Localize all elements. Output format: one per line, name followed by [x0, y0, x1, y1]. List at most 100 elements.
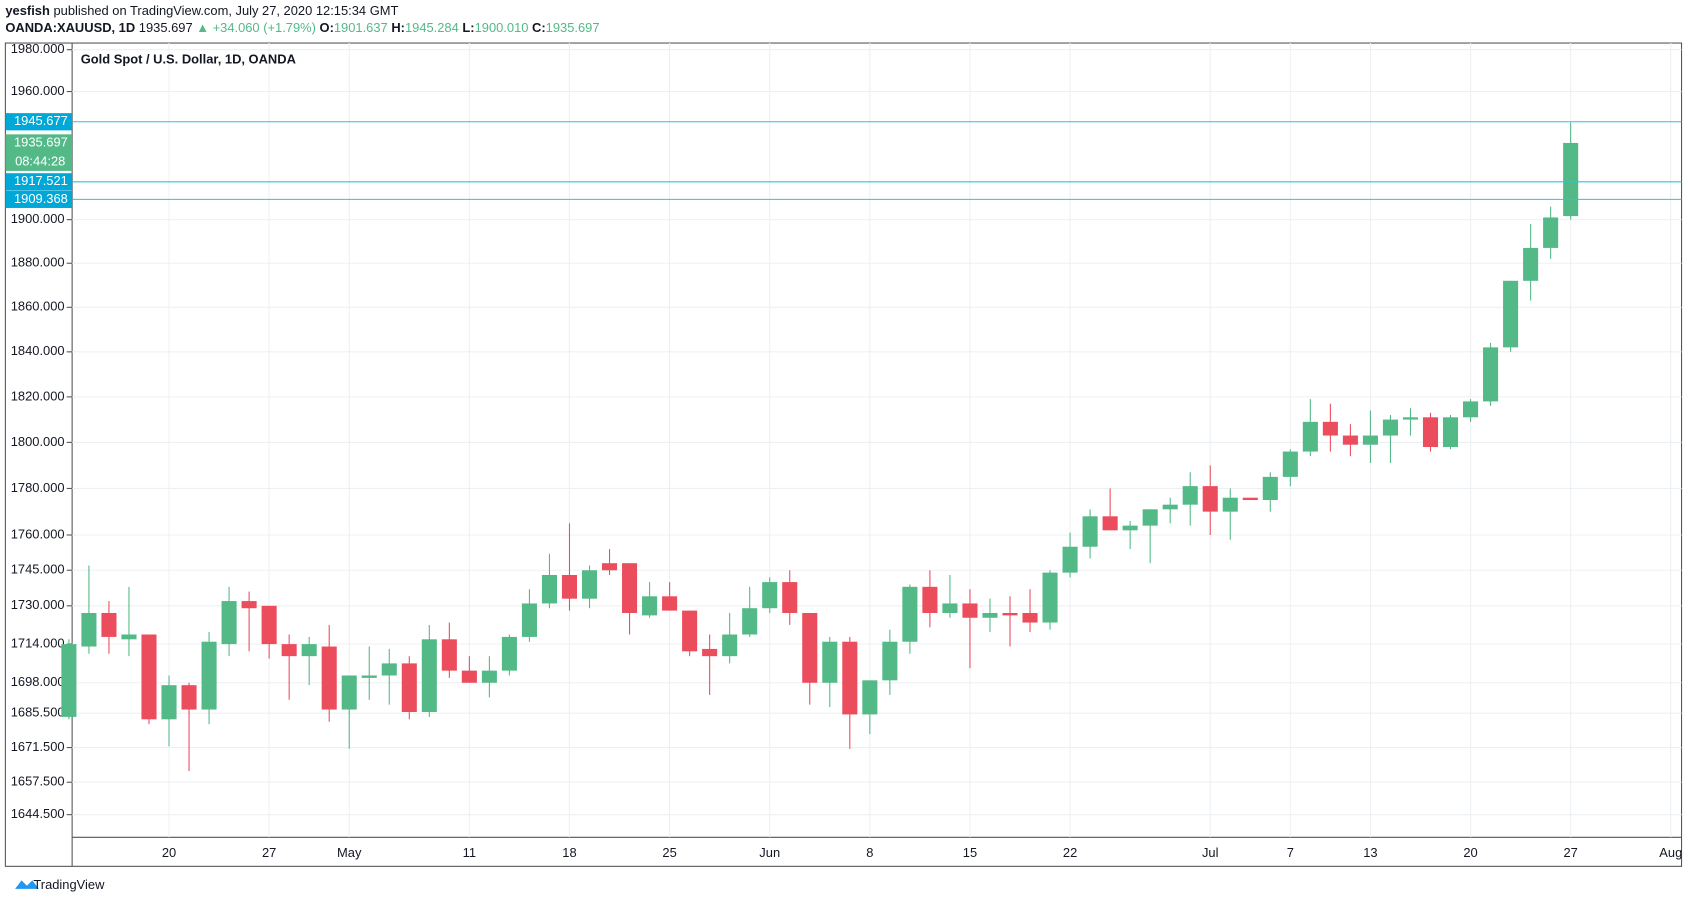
candle-body	[1142, 509, 1158, 526]
x-tick-label: 27	[262, 845, 276, 860]
y-tick-label: 1657.500	[11, 774, 65, 789]
header-line-2: OANDA:XAUUSD, 1D 1935.697 ▲ +34.060 (+1.…	[5, 20, 599, 35]
price-label-bg	[5, 190, 73, 208]
candle-body	[1222, 497, 1238, 512]
candle-body	[622, 563, 638, 613]
footer: TradingView	[33, 877, 105, 892]
c: 1935.697	[546, 20, 600, 35]
candle-body	[461, 670, 477, 683]
candle-body	[1503, 280, 1519, 348]
candle-body	[1382, 419, 1398, 436]
candle-body	[381, 663, 397, 676]
chart-title: Gold Spot / U.S. Dollar, 1D, OANDA	[81, 52, 296, 67]
price-label: 1945.677	[14, 113, 68, 128]
countdown: 08:44:28	[15, 154, 65, 169]
author: yesfish	[5, 3, 50, 18]
y-tick-label: 1644.500	[11, 806, 65, 821]
candle-body	[1022, 612, 1038, 623]
y-tick-label: 1671.500	[11, 739, 65, 754]
candle-body	[221, 601, 237, 645]
header-line-1: yesfish published on TradingView.com, Ju…	[5, 3, 398, 18]
last-price-bg	[5, 134, 73, 171]
candle-body	[782, 582, 798, 613]
candle-body	[281, 644, 297, 657]
candle-body	[321, 646, 337, 710]
c-label: C:	[532, 20, 546, 35]
candle-body	[1182, 486, 1198, 505]
y-tick-label: 1860.000	[11, 299, 65, 314]
candle-body	[561, 574, 578, 599]
y-tick-label: 1745.000	[11, 562, 65, 577]
candle-body	[481, 670, 497, 683]
candle-body	[1362, 435, 1378, 445]
y-tick-label: 1980.000	[11, 41, 65, 56]
candle-body	[601, 563, 618, 571]
x-tick-label: 15	[963, 845, 977, 860]
x-tick-label: 20	[162, 845, 176, 860]
candle-body	[421, 639, 437, 712]
candle-body	[581, 570, 598, 599]
candle-body	[1162, 504, 1178, 510]
x-tick-label: Jun	[759, 845, 780, 860]
candle-body	[1082, 516, 1098, 547]
x-tick-label: 22	[1063, 845, 1077, 860]
last-price-label: 1935.697	[14, 134, 68, 149]
candle-body	[1442, 417, 1459, 447]
y-tick-label: 1698.000	[11, 674, 65, 689]
candle-body	[1402, 417, 1419, 420]
x-tick-label: Jul	[1202, 845, 1219, 860]
candle-body	[1543, 217, 1559, 248]
h: 1945.284	[405, 20, 459, 35]
candle-body	[1463, 401, 1479, 418]
x-tick-label: 27	[1563, 845, 1577, 860]
logo	[15, 880, 39, 889]
y-tick-label: 1800.000	[11, 434, 65, 449]
candle-body	[521, 603, 537, 637]
x-tick-label: 7	[1287, 845, 1294, 860]
candle-body	[1282, 451, 1298, 477]
candle-body	[121, 634, 137, 640]
y-tick-label: 1880.000	[11, 255, 65, 270]
candle-body	[1322, 421, 1338, 436]
last: 1935.697	[139, 20, 193, 35]
l-label: L:	[462, 20, 474, 35]
candle-body	[441, 639, 457, 671]
candle-body	[181, 685, 197, 710]
marks: 1945.677 1917.521 1909.368 1935.697 08:44:28	[5, 113, 1682, 772]
y-tick-label: 1840.000	[11, 343, 65, 358]
y-tick-label: 1820.000	[11, 388, 65, 403]
candle-body	[642, 596, 658, 616]
price-label-bg	[5, 173, 73, 191]
change: ▲ +34.060 (+1.79%)	[196, 20, 316, 35]
candle-body	[762, 582, 778, 609]
candle-body	[742, 608, 758, 635]
x-tick-label: 25	[662, 845, 676, 860]
candle-body	[922, 586, 938, 613]
candle-body	[301, 644, 317, 657]
candle-body	[1102, 516, 1118, 531]
candle-body	[1062, 546, 1078, 573]
candle-body	[541, 574, 557, 604]
o: 1901.637	[334, 20, 388, 35]
candle-body	[201, 641, 217, 710]
candle-body	[702, 648, 718, 657]
y-tick-label: 1714.000	[11, 636, 65, 651]
candle-body	[501, 636, 517, 671]
candle-body	[261, 605, 277, 645]
candle-body	[341, 675, 357, 710]
y-tick-label: 1685.500	[11, 705, 65, 720]
candle-body	[882, 641, 898, 681]
x-tick-label: 8	[866, 845, 873, 860]
candle-body	[401, 663, 417, 712]
frame	[4, 42, 1683, 867]
x-tick-label: Aug	[1659, 845, 1682, 860]
candle-body	[361, 675, 377, 678]
candle-body	[1302, 421, 1318, 452]
candle-body	[822, 641, 838, 683]
grid: 1980.000 1960.000 1900.000 1880.000 1860.000…	[11, 41, 1682, 860]
candle-body	[1563, 142, 1579, 217]
candle-body	[842, 641, 858, 715]
candle-body	[1342, 435, 1358, 445]
candle-body	[802, 612, 818, 683]
